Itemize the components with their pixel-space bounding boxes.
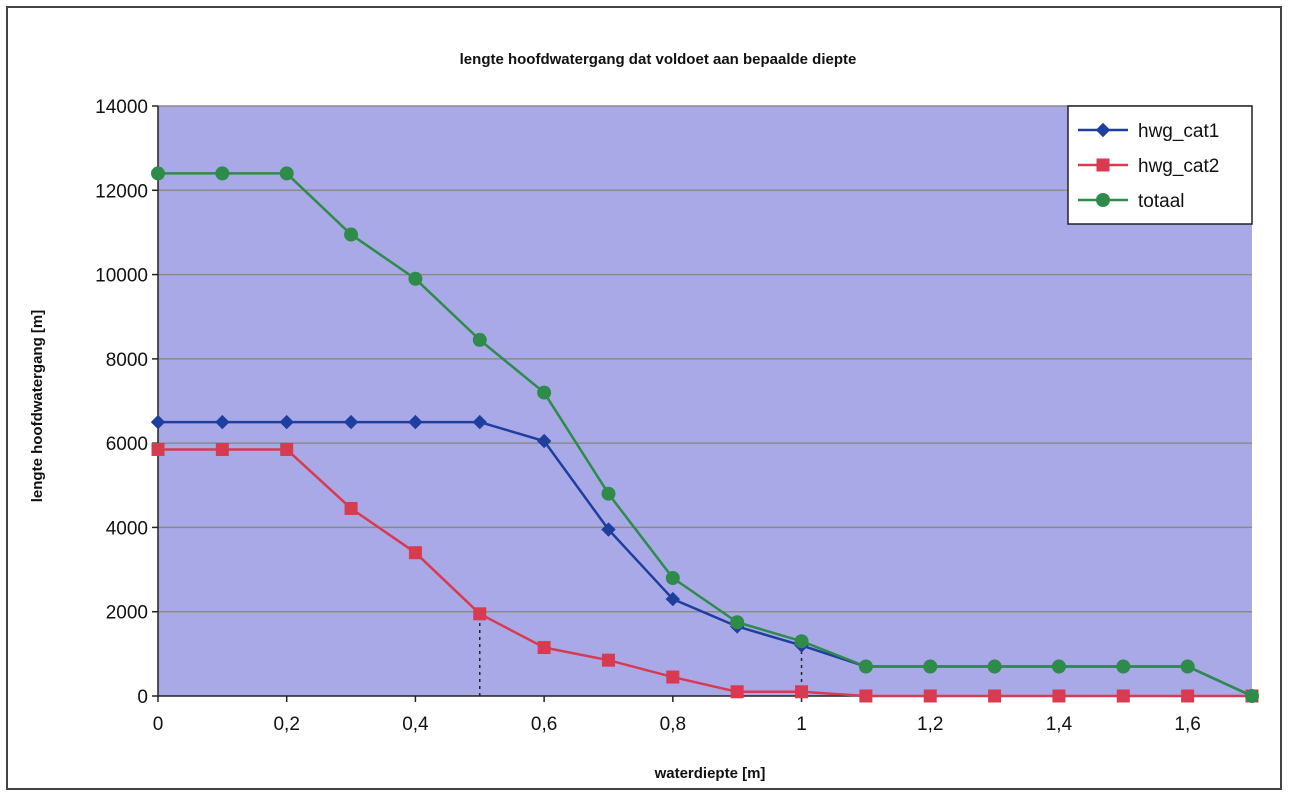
point-hwg_cat2-5	[473, 607, 487, 621]
y-tick-label-4: 8000	[106, 350, 148, 371]
y-tick-label-6: 12000	[95, 181, 148, 202]
point-totaal-12	[923, 659, 938, 674]
point-totaal-11	[858, 659, 873, 674]
point-hwg_cat1-3	[343, 414, 359, 430]
point-totaal-4	[408, 271, 423, 286]
y-tick-label-7: 14000	[95, 97, 148, 118]
point-hwg_cat1-7	[601, 522, 616, 537]
legend-marker-hwg_cat2	[1096, 158, 1110, 172]
tick-labels: 0 2000 4000 6000 8000 10000 12000 14000 0 0,2 0,4 0…	[95, 97, 1201, 735]
series-line-hwg_cat2	[158, 448, 1252, 698]
x-tick-label-1: 0,2	[273, 714, 299, 735]
y-tick-label-5: 10000	[95, 266, 148, 287]
point-hwg_cat1-4	[408, 414, 423, 430]
y-tick-label-0: 0	[137, 687, 148, 708]
point-hwg_cat2-3	[344, 501, 358, 515]
legend-item-totaal: totaal	[1078, 191, 1184, 212]
point-hwg_cat1-0	[150, 414, 166, 430]
legend-marker-hwg_cat1	[1095, 122, 1111, 138]
x-tick-label-2: 0,4	[402, 714, 429, 735]
x-axis-title: waterdiepte [m]	[654, 765, 766, 782]
point-hwg_cat2-8	[666, 670, 680, 684]
point-totaal-9	[730, 615, 745, 630]
series-group	[150, 166, 1260, 704]
point-hwg_cat2-12	[923, 689, 937, 703]
point-totaal-3	[344, 227, 359, 242]
point-hwg_cat2-4	[408, 546, 422, 560]
legend-label-hwg_cat1: hwg_cat1	[1138, 121, 1219, 142]
x-tick-label-8: 1,6	[1174, 714, 1200, 735]
point-hwg_cat1-2	[279, 414, 294, 430]
point-totaal-10	[794, 634, 809, 649]
point-totaal-8	[665, 571, 680, 585]
x-tick-label-4: 0,8	[660, 714, 686, 735]
y-tick-label-1: 2000	[106, 603, 148, 624]
legend-label-hwg_cat2: hwg_cat2	[1138, 156, 1219, 177]
point-totaal-15	[1116, 659, 1131, 674]
x-tick-label-5: 1	[796, 714, 807, 735]
x-tick-label-3: 0,6	[531, 714, 557, 735]
point-totaal-13	[987, 659, 1002, 674]
point-totaal-1	[215, 166, 230, 181]
point-hwg_cat2-16	[1181, 689, 1195, 703]
point-hwg_cat1-6	[536, 433, 552, 449]
point-hwg_cat2-10	[795, 685, 809, 699]
point-hwg_cat1-1	[215, 414, 230, 430]
x-tick-label-6: 1,2	[917, 714, 943, 735]
point-totaal-14	[1051, 659, 1066, 674]
point-hwg_cat2-13	[988, 689, 1002, 703]
legend-item-hwg_cat1: hwg_cat1	[1078, 121, 1219, 142]
point-totaal-7	[601, 486, 616, 501]
x-tick-label-7: 1,4	[1046, 714, 1073, 735]
point-totaal-0	[151, 166, 165, 181]
x-tick-label-0: 0	[153, 714, 164, 735]
point-hwg_cat2-6	[537, 641, 551, 655]
series-line-totaal	[158, 172, 1253, 698]
point-hwg_cat1-5	[472, 414, 487, 430]
point-hwg_cat2-11	[859, 689, 873, 703]
point-hwg_cat1-8	[665, 591, 681, 607]
legend-item-hwg_cat2: hwg_cat2	[1078, 156, 1219, 177]
legend-marker-totaal	[1096, 193, 1110, 207]
point-hwg_cat2-1	[215, 442, 229, 456]
series-totaal	[151, 166, 1259, 703]
point-hwg_cat2-9	[730, 685, 744, 699]
chart-frame: lengte hoofdwatergang dat voldoet aan be…	[6, 6, 1282, 790]
point-hwg_cat2-2	[280, 442, 294, 456]
point-hwg_cat2-0	[151, 442, 165, 456]
y-tick-label-3: 6000	[106, 434, 148, 455]
point-totaal-17	[1245, 689, 1259, 703]
point-totaal-2	[279, 166, 294, 181]
point-hwg_cat2-14	[1052, 689, 1066, 703]
point-hwg_cat2-15	[1116, 689, 1130, 703]
legend-label-totaal: totaal	[1138, 191, 1184, 212]
y-axis-title: lengte hoofdwatergang [m]	[29, 310, 46, 503]
line-chart: lengte hoofdwatergang dat voldoet aan be…	[29, 51, 1260, 782]
y-tick-label-2: 4000	[106, 518, 148, 539]
point-totaal-16	[1180, 659, 1195, 674]
point-totaal-5	[472, 332, 487, 347]
point-totaal-6	[537, 385, 552, 400]
point-hwg_cat2-7	[601, 653, 615, 667]
chart-title: lengte hoofdwatergang dat voldoet aan be…	[460, 51, 857, 68]
